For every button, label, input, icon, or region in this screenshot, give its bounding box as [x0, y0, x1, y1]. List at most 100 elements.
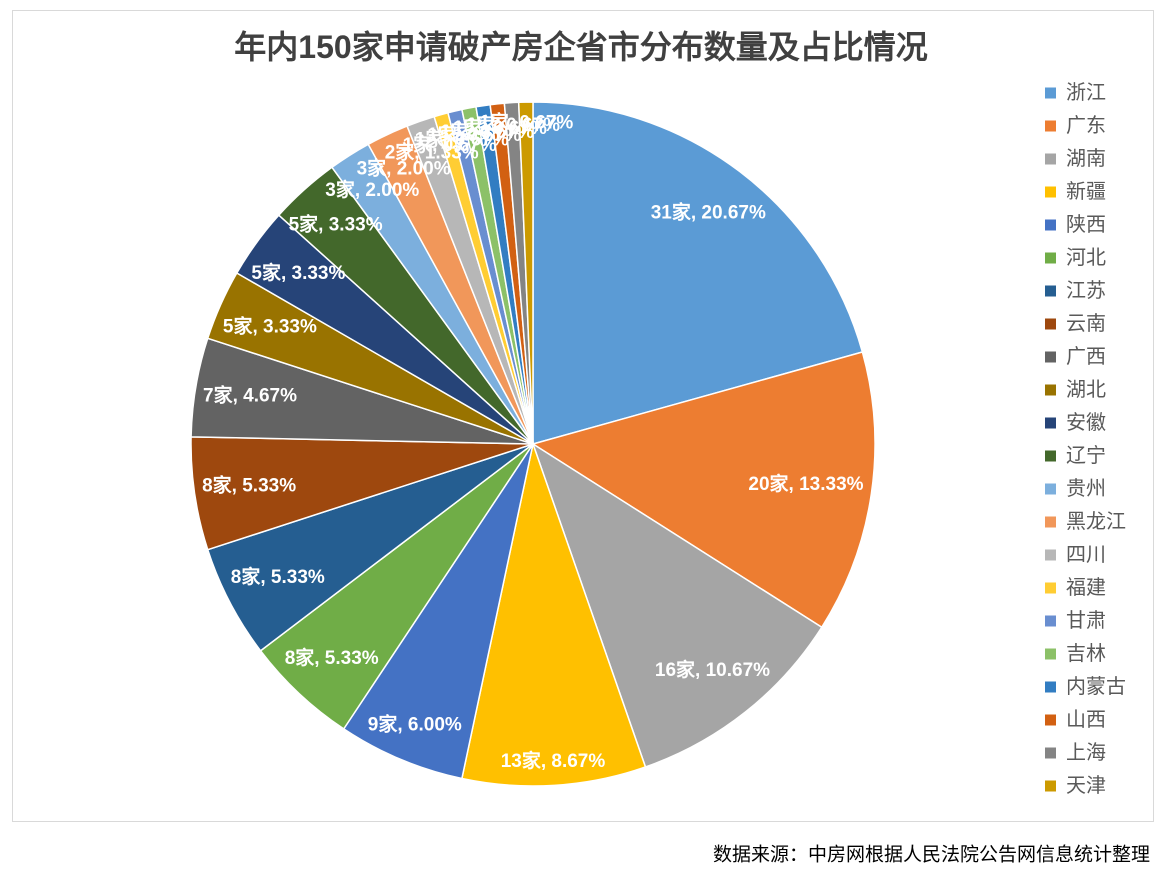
legend-item: 福建 — [1045, 576, 1106, 599]
legend-item: 甘肃 — [1045, 609, 1106, 632]
legend-swatch — [1045, 450, 1056, 462]
legend-swatch — [1045, 351, 1056, 363]
data-label: 9家, 6.00% — [368, 713, 462, 736]
legend-item: 江苏 — [1045, 279, 1106, 302]
pie-slices — [190, 101, 876, 787]
legend-swatch — [1045, 384, 1056, 396]
legend-swatch — [1045, 780, 1056, 792]
legend-swatch — [1045, 648, 1056, 660]
data-label: 20家, 13.33% — [748, 472, 863, 495]
legend-item: 上海 — [1045, 741, 1106, 764]
source-note: 数据来源：中房网根据人民法院公告网信息统计整理 — [713, 844, 1150, 866]
legend-label: 湖北 — [1066, 378, 1106, 401]
legend-item: 内蒙古 — [1045, 675, 1126, 698]
legend-label: 河北 — [1066, 246, 1106, 269]
legend-label: 陕西 — [1066, 213, 1106, 236]
legend-item: 河北 — [1045, 246, 1106, 269]
legend-label: 吉林 — [1066, 642, 1106, 665]
legend-swatch — [1045, 252, 1056, 264]
legend-item: 浙江 — [1045, 81, 1106, 104]
data-label: 16家, 10.67% — [655, 658, 770, 681]
data-label: 1家, 0.67% — [403, 133, 497, 156]
legend-label: 湖南 — [1066, 147, 1106, 170]
legend-label: 甘肃 — [1066, 609, 1106, 632]
legend-swatch — [1045, 516, 1056, 528]
legend-label: 新疆 — [1066, 180, 1106, 203]
legend-label: 天津 — [1066, 774, 1106, 797]
legend-item: 新疆 — [1045, 180, 1106, 203]
legend-item: 黑龙江 — [1045, 510, 1126, 533]
legend-swatch — [1045, 615, 1056, 627]
legend-item: 湖北 — [1045, 378, 1106, 401]
legend-item: 辽宁 — [1045, 444, 1106, 467]
data-label: 2家, 1.33% — [385, 141, 479, 164]
data-label: 8家, 5.33% — [202, 473, 296, 496]
legend-swatch — [1045, 681, 1056, 693]
legend-label: 广东 — [1066, 114, 1106, 137]
data-label: 1家, 0.67% — [440, 120, 534, 143]
legend-label: 四川 — [1066, 544, 1106, 566]
pie-slice — [342, 443, 534, 780]
legend-swatch — [1045, 549, 1056, 561]
legend-swatch — [1045, 714, 1056, 726]
legend-swatch — [1045, 417, 1056, 429]
chart-title: 年内150家申请破产房企省市分布数量及占比情况 — [234, 29, 927, 65]
legend-label: 上海 — [1066, 741, 1106, 764]
legend-label: 安徽 — [1066, 411, 1106, 434]
pie-slice — [532, 351, 876, 628]
data-label: 1家, 0.67% — [427, 123, 521, 146]
legend-swatch — [1045, 186, 1056, 198]
legend-item: 安徽 — [1045, 411, 1106, 434]
legend-label: 广西 — [1066, 345, 1106, 368]
legend-item: 天津 — [1045, 774, 1106, 797]
legend-swatch — [1045, 120, 1056, 132]
data-labels: 31家, 20.67% 20家, 13.33% 16家, 10.67% 13家, 8.… — [202, 111, 864, 772]
legend: 浙江广东湖南新疆陕西河北江苏云南广西湖北安徽辽宁贵州黑龙江四川福建甘肃吉林内蒙古… — [1045, 81, 1126, 797]
legend-swatch — [1045, 483, 1056, 495]
legend-label: 浙江 — [1066, 81, 1106, 104]
legend-swatch — [1045, 285, 1056, 297]
pie-slice — [461, 443, 647, 787]
data-label: 1家, 0.67% — [453, 116, 547, 139]
data-label: 3家, 2.00% — [357, 156, 451, 179]
legend-item: 陕西 — [1045, 213, 1106, 236]
data-label: 13家, 8.67% — [501, 749, 606, 772]
legend-label: 山西 — [1066, 708, 1106, 731]
legend-item: 贵州 — [1045, 477, 1106, 500]
data-label: 31家, 20.67% — [651, 201, 766, 224]
legend-swatch — [1045, 153, 1056, 165]
legend-item: 云南 — [1045, 312, 1106, 335]
legend-label: 辽宁 — [1066, 444, 1106, 467]
legend-item: 湖南 — [1045, 147, 1106, 170]
legend-label: 贵州 — [1066, 477, 1106, 500]
data-label: 5家, 3.33% — [289, 212, 383, 235]
legend-swatch — [1045, 318, 1056, 330]
data-label: 3家, 2.00% — [325, 178, 419, 201]
legend-item: 广西 — [1045, 345, 1106, 368]
data-label: 8家, 5.33% — [285, 646, 379, 669]
data-label: 1家, 0.67% — [415, 128, 509, 151]
data-label: 1家, 0.67% — [466, 113, 560, 136]
pie-slice — [517, 101, 534, 445]
data-label: 1家, 0.67% — [479, 111, 573, 134]
data-label: 7家, 4.67% — [203, 384, 297, 407]
data-label: 5家, 3.33% — [223, 314, 317, 337]
legend-swatch — [1045, 87, 1056, 99]
legend-label: 内蒙古 — [1066, 675, 1126, 698]
legend-label: 江苏 — [1066, 279, 1106, 302]
pie-slice — [532, 101, 864, 445]
legend-item: 广东 — [1045, 114, 1106, 137]
legend-swatch — [1045, 582, 1056, 594]
legend-label: 黑龙江 — [1066, 510, 1126, 533]
legend-swatch — [1045, 219, 1056, 231]
data-label: 8家, 5.33% — [231, 565, 325, 588]
legend-label: 福建 — [1066, 576, 1106, 599]
pie-slice — [532, 443, 823, 768]
legend-item: 山西 — [1045, 708, 1106, 731]
legend-swatch — [1045, 747, 1056, 759]
legend-item: 吉林 — [1045, 642, 1106, 665]
legend-label: 云南 — [1066, 312, 1106, 335]
data-label: 5家, 3.33% — [251, 261, 345, 284]
legend-item: 四川 — [1045, 544, 1106, 566]
